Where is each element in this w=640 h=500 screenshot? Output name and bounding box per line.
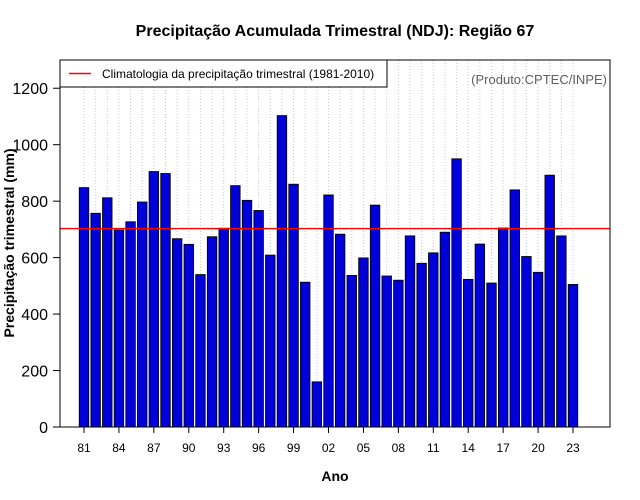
- bar-12: [439, 231, 451, 428]
- y-axis-label: Precipitação trimestral (mm): [1, 148, 17, 337]
- bar-22: [556, 235, 567, 428]
- bar-94: [230, 185, 241, 428]
- y-tick-label: 800: [21, 194, 48, 211]
- bar-02: [323, 194, 334, 428]
- bar-03: [334, 233, 346, 428]
- chart-title: Precipitação Acumulada Trimestral (NDJ):…: [136, 23, 535, 40]
- credit-text: (Produto:CPTEC/INPE): [471, 72, 607, 87]
- y-tick-label: 600: [21, 251, 48, 268]
- bar-04: [346, 274, 357, 428]
- bar-87: [148, 171, 160, 428]
- bar-09: [404, 235, 416, 428]
- bar-83: [102, 197, 113, 428]
- bar-08: [393, 279, 404, 428]
- bar-05: [358, 257, 369, 428]
- bar-89: [171, 238, 183, 428]
- bar-11: [428, 252, 439, 428]
- bar-19: [521, 256, 532, 428]
- bar-15: [474, 243, 486, 428]
- x-tick-label: 05: [357, 441, 371, 455]
- bar-98: [276, 115, 288, 428]
- bars: [78, 115, 579, 428]
- x-tick-label: 08: [392, 441, 406, 455]
- y-tick-label: 1000: [12, 138, 48, 155]
- bar-13: [451, 158, 462, 428]
- x-tick-label: 90: [182, 441, 196, 455]
- bar-86: [137, 201, 148, 428]
- x-tick-label: 23: [566, 441, 580, 455]
- x-tick-label: 17: [496, 441, 510, 455]
- bar-16: [486, 282, 497, 428]
- y-tick-label: 1200: [12, 81, 48, 98]
- legend: Climatologia da precipitação trimestral …: [59, 59, 388, 88]
- bar-93: [218, 227, 229, 428]
- bar-23: [567, 284, 579, 428]
- x-tick-label: 81: [77, 441, 91, 455]
- bar-84: [113, 229, 125, 428]
- bar-00: [300, 281, 311, 428]
- bar-17: [497, 227, 509, 428]
- x-tick-label: 02: [322, 441, 336, 455]
- bar-20: [532, 271, 544, 428]
- x-tick-label: 11: [427, 441, 440, 455]
- x-tick-label: 93: [217, 441, 231, 455]
- legend-label: Climatologia da precipitação trimestral …: [102, 67, 374, 81]
- x-tick-label: 84: [112, 441, 126, 455]
- x-tick-label: 96: [252, 441, 266, 455]
- legend-box: [59, 59, 388, 88]
- y-tick-label: 200: [21, 364, 48, 381]
- y-tick-label: 400: [21, 307, 48, 324]
- bar-96: [253, 210, 264, 428]
- bar-82: [90, 212, 101, 428]
- x-tick-label: 87: [147, 441, 161, 455]
- bar-81: [78, 187, 90, 428]
- x-tick-label: 99: [287, 441, 301, 455]
- bar-95: [241, 199, 253, 428]
- bar-99: [288, 183, 299, 428]
- y-tick-label: 0: [39, 420, 48, 437]
- bar-91: [195, 274, 206, 428]
- bar-01: [311, 381, 323, 428]
- bar-10: [416, 262, 427, 428]
- bar-14: [463, 278, 474, 428]
- x-axis-label: Ano: [321, 468, 348, 484]
- bar-21: [544, 174, 555, 428]
- bar-07: [381, 275, 392, 428]
- bar-97: [265, 254, 276, 428]
- bar-06: [369, 204, 381, 428]
- x-tick-label: 14: [462, 441, 476, 455]
- bar-88: [160, 173, 171, 428]
- x-axis: 81 84 87 90 93 96 99 02 05 08 11 14 17 20 23: [77, 427, 580, 455]
- y-axis: 0 200 400 600 800 1000 1200: [12, 81, 60, 437]
- bar-85: [125, 221, 136, 428]
- bar-18: [509, 189, 520, 428]
- bar-90: [183, 243, 194, 428]
- bar-92: [206, 236, 218, 428]
- x-tick-label: 20: [531, 441, 545, 455]
